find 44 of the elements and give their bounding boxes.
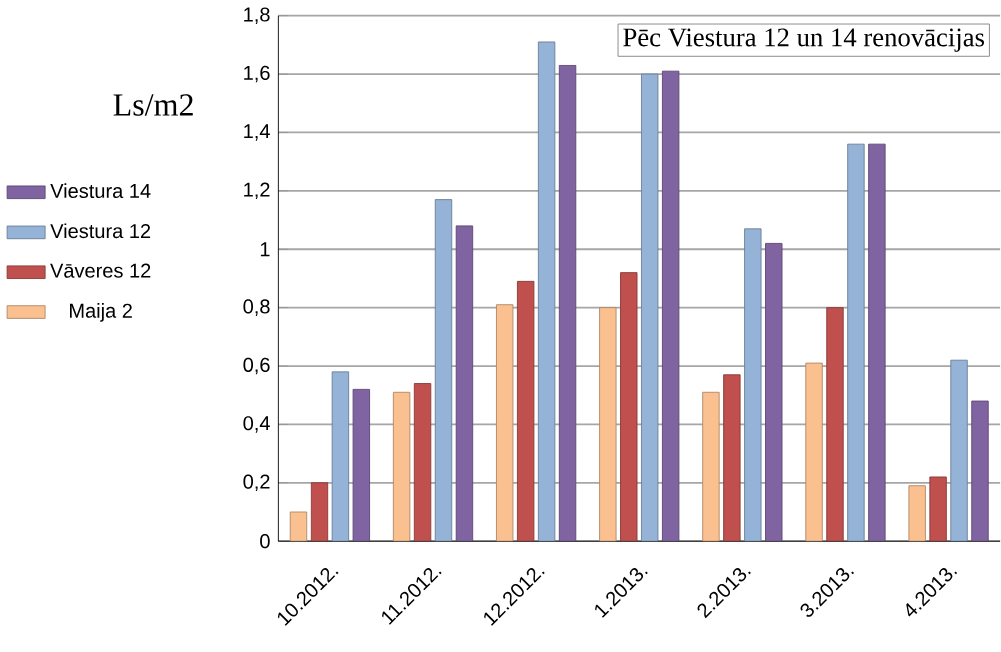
y-tick-label: 0,6 (243, 357, 270, 375)
legend-label: Viestura 12 (50, 223, 151, 239)
bar (826, 307, 844, 542)
bar (929, 476, 947, 542)
bar (661, 70, 680, 542)
bar (455, 225, 474, 542)
y-tick-label: 0,8 (243, 299, 270, 316)
annotation: Pēc Viestura 12 un 14 renovācijas (623, 28, 984, 52)
bar (434, 199, 453, 542)
bar (765, 242, 783, 542)
legend-label: Maija 2 (70, 303, 132, 322)
y-tick-label: 1,2 (244, 182, 270, 200)
y-tick-label: 0 (260, 534, 270, 549)
y-tick-label: 0,4 (243, 416, 270, 433)
y-axis-title: Ls/m2 (113, 94, 193, 116)
y-tick-label: 1,6 (244, 65, 270, 83)
y-tick-label: 0,2 (243, 474, 270, 492)
legend-label: Vāveres 12 (50, 263, 151, 278)
bar (702, 391, 720, 542)
y-tick-label: 1,4 (244, 124, 270, 141)
y-tick-label: 1 (260, 242, 270, 257)
bar (908, 485, 926, 542)
bar (558, 64, 577, 542)
bar (723, 374, 741, 542)
bar (868, 143, 886, 542)
bar (847, 143, 865, 542)
bar (516, 280, 535, 542)
bar (599, 307, 617, 542)
bar (352, 388, 371, 542)
bar (537, 41, 556, 542)
bar (744, 228, 762, 542)
bar (331, 371, 350, 542)
bar (392, 391, 411, 542)
bar (496, 304, 514, 542)
bar (310, 482, 329, 542)
legend-label: Viestura 14 (50, 183, 151, 199)
bar (413, 383, 432, 542)
bar (620, 272, 638, 542)
bar (950, 359, 968, 542)
bar (641, 73, 659, 542)
bar (971, 400, 989, 542)
bar (289, 511, 308, 542)
bar (805, 362, 823, 542)
y-tick-label: 1,8 (244, 7, 270, 24)
